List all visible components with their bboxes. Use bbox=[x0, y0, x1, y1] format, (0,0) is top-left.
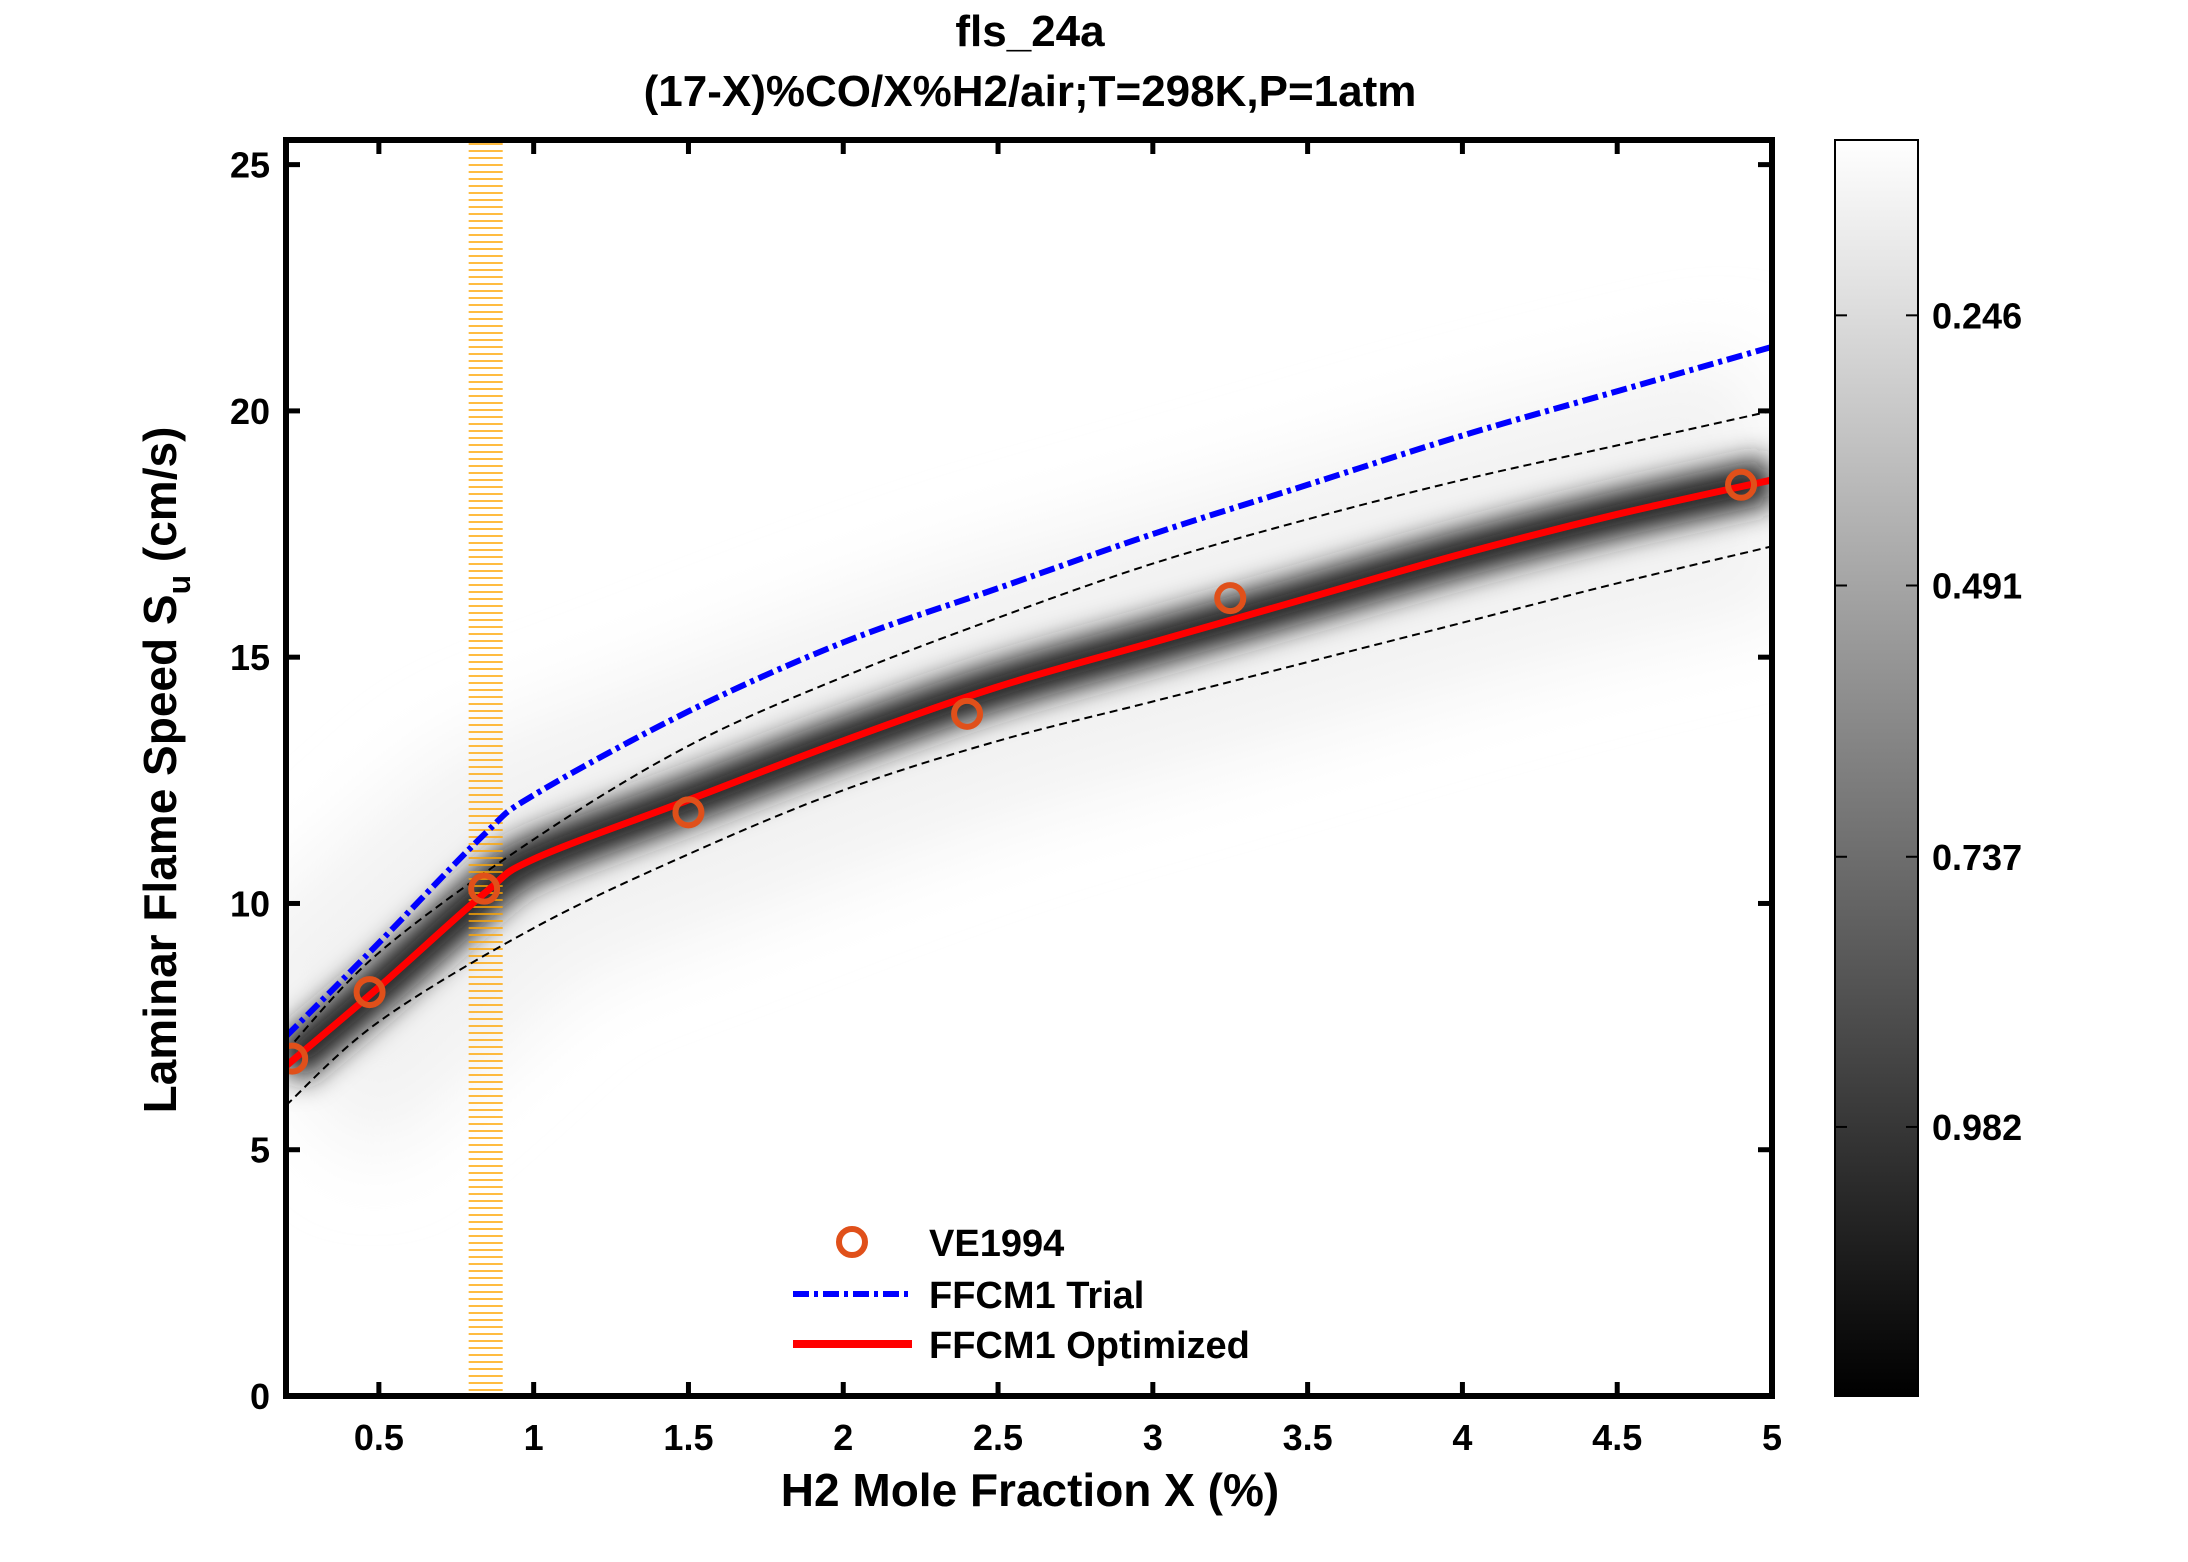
x-tick-label: 1.5 bbox=[663, 1417, 713, 1458]
x-tick-label: 3 bbox=[1143, 1417, 1163, 1458]
axes-frame bbox=[283, 137, 1775, 1399]
chart-subtitle: (17-X)%CO/X%H2/air;T=298K,P=1atm bbox=[644, 67, 1417, 116]
data-point-ve1994 bbox=[1725, 468, 1758, 501]
x-tick-label: 4 bbox=[1452, 1417, 1472, 1458]
data-point-ve1994 bbox=[1214, 582, 1247, 615]
x-tick-label: 1 bbox=[524, 1417, 544, 1458]
plot-area bbox=[286, 143, 1772, 1391]
data-point-ve1994 bbox=[468, 872, 501, 905]
x-tick-label: 0.5 bbox=[354, 1417, 404, 1458]
series-ffcm1-optimized-line bbox=[286, 476, 1772, 1069]
data-point-ve1994 bbox=[672, 796, 705, 829]
data-point-ve1994 bbox=[286, 1042, 309, 1075]
y-tick-label: 0 bbox=[250, 1376, 270, 1417]
chart-title: fls_24a bbox=[955, 7, 1105, 56]
series-ffcm1-trial-line bbox=[286, 343, 1772, 1039]
y-tick-label: 15 bbox=[230, 637, 270, 678]
x-tick-label: 2 bbox=[833, 1417, 853, 1458]
colorbar-tick-label: 0.982 bbox=[1932, 1107, 2022, 1148]
x-axis-label: H2 Mole Fraction X (%) bbox=[781, 1464, 1279, 1516]
colorbar-tick-label: 0.246 bbox=[1932, 295, 2022, 336]
colorbar-gradient bbox=[1834, 139, 1919, 1397]
probability-halo bbox=[286, 352, 1772, 1166]
x-tick-label: 2.5 bbox=[973, 1417, 1023, 1458]
axis-ticks: 0.5 1 1.5 2 2.5 3 3.5 4 4.5 5 0 5 10 15 20 25 bbox=[230, 140, 1782, 1458]
data-point-ve1994 bbox=[353, 976, 386, 1009]
y-tick-label: 25 bbox=[230, 145, 270, 186]
highlight-band bbox=[468, 143, 503, 1391]
data-point-ve1994 bbox=[951, 697, 984, 730]
lower-uncertainty-bound bbox=[286, 545, 1772, 1107]
upper-uncertainty-bound bbox=[286, 409, 1772, 1052]
legend-label: FFCM1 Trial bbox=[929, 1275, 1144, 1317]
colorbar-tick-label: 0.491 bbox=[1932, 565, 2022, 606]
x-tick-label: 5 bbox=[1762, 1417, 1782, 1458]
y-tick-label: 20 bbox=[230, 391, 270, 432]
y-tick-label: 10 bbox=[230, 883, 270, 924]
x-tick-label: 3.5 bbox=[1283, 1417, 1333, 1458]
legend-label: FFCM1 Optimized bbox=[929, 1325, 1250, 1367]
y-axis-label: Laminar Flame Speed Su (cm/s) bbox=[134, 427, 197, 1114]
colorbar: 0.246 0.491 0.737 0.982 bbox=[1834, 139, 2022, 1397]
colorbar-tick-label: 0.737 bbox=[1932, 837, 2022, 878]
y-tick-label: 5 bbox=[250, 1130, 270, 1171]
x-tick-label: 4.5 bbox=[1592, 1417, 1642, 1458]
legend-label: VE1994 bbox=[929, 1223, 1064, 1265]
legend: VE1994 FFCM1 Trial FFCM1 Optimized bbox=[793, 1223, 1250, 1367]
legend-marker-ve1994 bbox=[836, 1226, 868, 1258]
